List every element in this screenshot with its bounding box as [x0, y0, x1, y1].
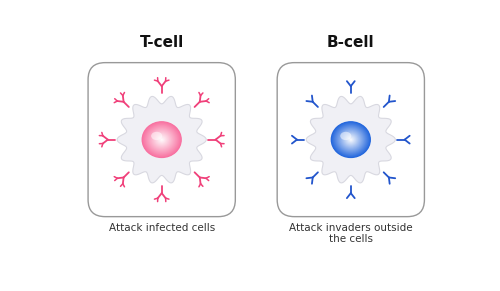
Ellipse shape [156, 134, 168, 145]
Ellipse shape [348, 136, 354, 143]
Ellipse shape [340, 130, 361, 149]
Ellipse shape [151, 132, 162, 140]
Ellipse shape [334, 125, 367, 155]
Ellipse shape [155, 134, 168, 146]
Ellipse shape [152, 130, 172, 149]
Ellipse shape [344, 133, 358, 146]
Ellipse shape [153, 132, 170, 148]
Ellipse shape [350, 139, 352, 141]
Ellipse shape [338, 127, 364, 152]
Ellipse shape [154, 132, 170, 147]
Ellipse shape [158, 136, 166, 143]
Ellipse shape [340, 130, 361, 150]
Ellipse shape [156, 135, 167, 145]
Ellipse shape [334, 124, 368, 155]
Ellipse shape [143, 123, 180, 157]
Ellipse shape [346, 135, 356, 145]
Ellipse shape [142, 122, 181, 157]
Ellipse shape [151, 130, 172, 150]
Ellipse shape [340, 132, 351, 140]
Ellipse shape [150, 129, 174, 151]
Ellipse shape [332, 123, 370, 157]
Ellipse shape [145, 124, 178, 155]
Ellipse shape [160, 138, 164, 141]
Ellipse shape [342, 131, 360, 148]
Ellipse shape [342, 132, 359, 147]
Ellipse shape [147, 126, 176, 153]
Ellipse shape [148, 127, 175, 152]
Ellipse shape [330, 121, 371, 158]
Ellipse shape [334, 124, 368, 156]
Ellipse shape [350, 139, 352, 140]
Ellipse shape [342, 132, 359, 148]
Ellipse shape [347, 136, 355, 143]
Ellipse shape [332, 122, 370, 157]
Ellipse shape [348, 137, 354, 142]
Polygon shape [117, 96, 206, 183]
Ellipse shape [150, 129, 173, 150]
Ellipse shape [338, 129, 363, 151]
Text: Attack invaders outside
the cells: Attack invaders outside the cells [289, 223, 412, 244]
Ellipse shape [161, 139, 162, 140]
Ellipse shape [144, 123, 180, 156]
Ellipse shape [336, 125, 366, 154]
Ellipse shape [148, 127, 176, 152]
Ellipse shape [152, 131, 171, 148]
Ellipse shape [349, 138, 353, 141]
Ellipse shape [340, 129, 362, 150]
Ellipse shape [158, 136, 165, 143]
Ellipse shape [159, 137, 164, 142]
Ellipse shape [336, 127, 365, 152]
Ellipse shape [338, 128, 363, 151]
Text: Attack infected cells: Attack infected cells [108, 223, 215, 233]
Ellipse shape [154, 133, 169, 146]
Ellipse shape [142, 121, 182, 158]
Ellipse shape [146, 125, 178, 155]
Ellipse shape [149, 128, 174, 151]
Ellipse shape [344, 134, 358, 146]
Ellipse shape [345, 134, 357, 145]
Text: T-cell: T-cell [140, 35, 184, 49]
Ellipse shape [332, 123, 369, 156]
FancyBboxPatch shape [88, 63, 236, 217]
Ellipse shape [346, 135, 356, 144]
Ellipse shape [157, 135, 166, 144]
Text: B-cell: B-cell [327, 35, 374, 49]
FancyBboxPatch shape [277, 63, 424, 217]
Polygon shape [306, 96, 396, 183]
Ellipse shape [160, 139, 163, 141]
Ellipse shape [144, 124, 179, 156]
Ellipse shape [336, 126, 366, 153]
Ellipse shape [146, 125, 177, 154]
